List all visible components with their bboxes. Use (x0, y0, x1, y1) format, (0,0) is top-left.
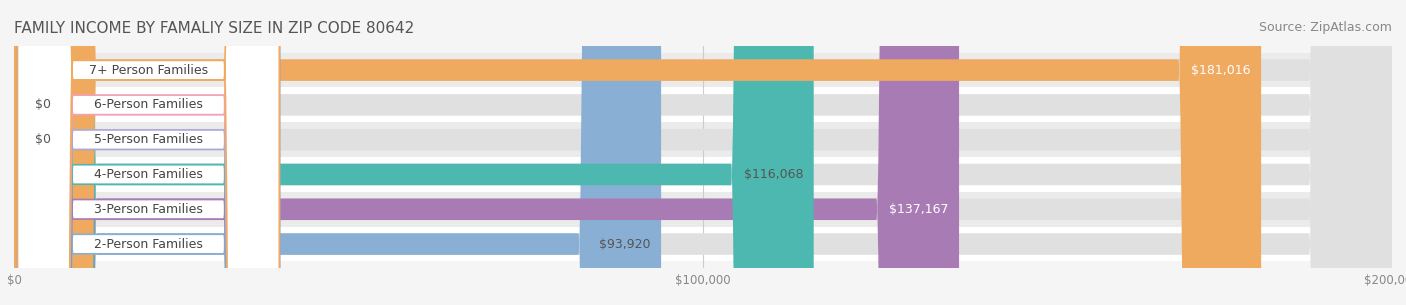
FancyBboxPatch shape (14, 0, 1392, 305)
FancyBboxPatch shape (17, 0, 280, 305)
Text: FAMILY INCOME BY FAMALIY SIZE IN ZIP CODE 80642: FAMILY INCOME BY FAMALIY SIZE IN ZIP COD… (14, 21, 415, 36)
Text: 6-Person Families: 6-Person Families (94, 99, 202, 111)
FancyBboxPatch shape (17, 0, 280, 305)
FancyBboxPatch shape (14, 0, 1392, 305)
FancyBboxPatch shape (17, 0, 280, 305)
Text: $0: $0 (35, 99, 51, 111)
FancyBboxPatch shape (14, 0, 959, 305)
Text: 7+ Person Families: 7+ Person Families (89, 64, 208, 77)
FancyBboxPatch shape (17, 0, 280, 305)
Text: 5-Person Families: 5-Person Families (94, 133, 202, 146)
FancyBboxPatch shape (14, 0, 1392, 305)
FancyBboxPatch shape (17, 0, 280, 305)
Text: 4-Person Families: 4-Person Families (94, 168, 202, 181)
FancyBboxPatch shape (14, 0, 1261, 305)
FancyBboxPatch shape (14, 0, 1392, 305)
Bar (14, 53, 1392, 88)
Bar (14, 88, 1392, 122)
FancyBboxPatch shape (14, 0, 814, 305)
FancyBboxPatch shape (14, 0, 661, 305)
Text: 2-Person Families: 2-Person Families (94, 238, 202, 250)
FancyBboxPatch shape (17, 0, 280, 305)
Bar (14, 122, 1392, 157)
Text: Source: ZipAtlas.com: Source: ZipAtlas.com (1258, 21, 1392, 34)
Bar (14, 227, 1392, 261)
FancyBboxPatch shape (14, 0, 1392, 305)
Text: $0: $0 (35, 133, 51, 146)
Text: $116,068: $116,068 (744, 168, 803, 181)
Text: 3-Person Families: 3-Person Families (94, 203, 202, 216)
Text: $181,016: $181,016 (1191, 64, 1251, 77)
Text: $137,167: $137,167 (889, 203, 949, 216)
Bar (14, 157, 1392, 192)
FancyBboxPatch shape (14, 0, 1392, 305)
Bar (14, 192, 1392, 227)
Text: $93,920: $93,920 (599, 238, 651, 250)
